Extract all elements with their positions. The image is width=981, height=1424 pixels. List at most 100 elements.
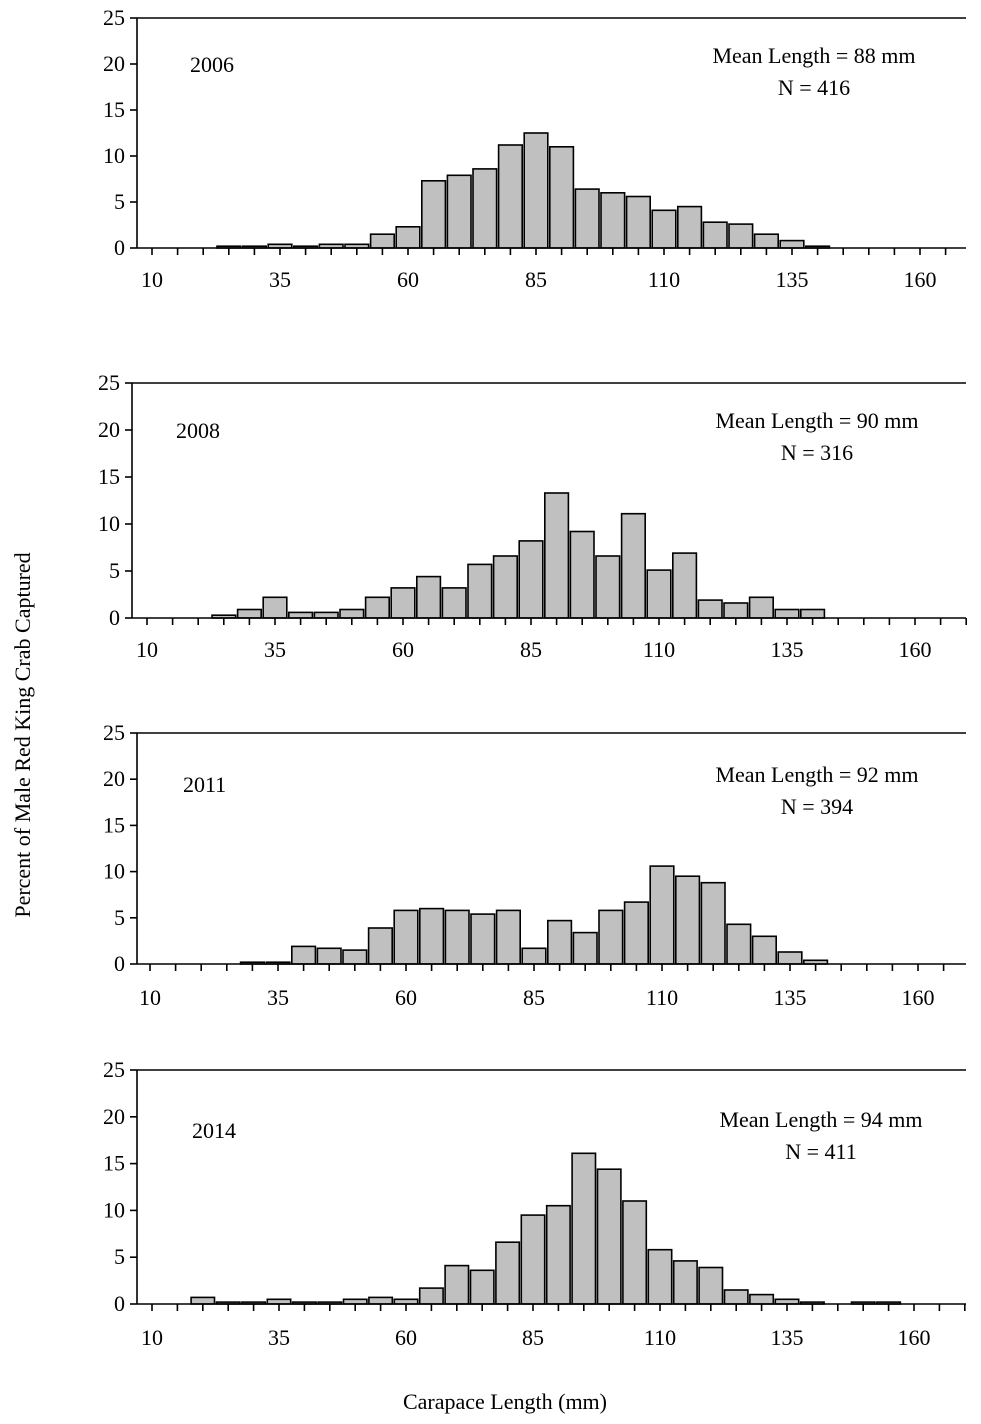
bar	[316, 947, 342, 965]
mean-length-label: Mean Length = 92 mm	[715, 762, 918, 787]
bar	[777, 951, 803, 965]
bar	[649, 865, 675, 965]
x-tick-label: 85	[523, 985, 545, 1010]
y-tick-label: 15	[103, 812, 125, 837]
bar	[545, 1204, 571, 1305]
bar	[495, 909, 522, 965]
panel-2008: 0 5 10 15 20 25 10 35 60 85 110 135 160 2008 Mean Leng…	[98, 370, 968, 662]
bar	[444, 1264, 470, 1305]
bar	[313, 611, 339, 619]
panel-2011: 0 5 10 15 20 25 10 35 60 85 110 135 160 2011 Mean Leng…	[103, 720, 966, 1010]
bar	[523, 132, 549, 249]
y-tick-label: 20	[103, 51, 125, 76]
bar	[444, 909, 470, 965]
bar	[467, 563, 493, 619]
bar	[441, 587, 467, 619]
bar	[418, 1287, 444, 1305]
bar	[342, 949, 368, 965]
bar	[702, 221, 728, 249]
bar	[700, 881, 726, 965]
bar	[395, 226, 421, 249]
bar	[676, 205, 703, 249]
bar	[779, 239, 805, 249]
y-tick-label: 0	[109, 605, 120, 630]
mean-length-label: Mean Length = 94 mm	[719, 1107, 922, 1132]
bar	[647, 1248, 673, 1305]
bar	[469, 1269, 495, 1305]
bar	[339, 608, 365, 619]
bar	[625, 195, 651, 249]
y-tick-label: 20	[98, 417, 120, 442]
bar	[749, 1293, 775, 1305]
bar	[753, 233, 779, 249]
x-tick-label: 35	[268, 1325, 290, 1350]
bar	[646, 569, 672, 619]
x-tick-label: 160	[902, 985, 935, 1010]
x-tick-label: 160	[899, 637, 932, 662]
bar	[571, 1152, 597, 1305]
mean-length-label: Mean Length = 90 mm	[715, 408, 918, 433]
bar	[236, 608, 263, 619]
bar	[672, 1260, 698, 1305]
bar	[521, 947, 547, 965]
year-label: 2008	[176, 418, 220, 443]
x-tick-label: 60	[395, 985, 417, 1010]
bar	[470, 913, 496, 965]
x-tick-label: 110	[646, 985, 678, 1010]
y-tick-label: 10	[103, 1197, 125, 1222]
bar	[290, 945, 317, 965]
bar	[495, 1241, 521, 1305]
y-tick-label: 0	[114, 1291, 125, 1316]
bar	[697, 599, 723, 619]
bar	[774, 608, 800, 619]
panel-2014: 0 5 10 15 20 25 10 35 60 85 110 135 160 2014 Mean Leng…	[103, 1057, 966, 1350]
x-tick-label: 135	[771, 1325, 804, 1350]
x-tick-label: 85	[520, 637, 542, 662]
bar	[622, 1200, 648, 1305]
x-tick-label: 110	[648, 267, 680, 292]
y-tick-label: 20	[103, 1104, 125, 1129]
y-tick-label: 10	[98, 511, 120, 536]
bar	[367, 927, 394, 965]
bar	[698, 1266, 724, 1305]
bar	[569, 530, 595, 619]
x-tick-label: 60	[392, 637, 414, 662]
y-tick-label: 10	[103, 859, 125, 884]
bar	[723, 602, 749, 619]
y-tick-label: 15	[103, 97, 125, 122]
y-tick-label: 0	[114, 951, 125, 976]
bar	[446, 174, 472, 249]
x-tick-label: 35	[264, 637, 286, 662]
y-axis-label: Percent of Male Red King Crab Captured	[10, 552, 35, 917]
bar	[415, 575, 442, 619]
sample-size-label: N = 416	[778, 75, 850, 100]
bar	[726, 923, 752, 965]
y-tick-label: 15	[103, 1151, 125, 1176]
x-tick-label: 10	[136, 637, 158, 662]
sample-size-label: N = 394	[781, 794, 853, 819]
bar	[728, 223, 754, 249]
x-tick-label: 10	[141, 1325, 163, 1350]
y-tick-label: 15	[98, 464, 120, 489]
bar	[674, 875, 701, 965]
x-tick-label: 135	[776, 267, 809, 292]
bar	[368, 1296, 394, 1305]
x-axis-label: Carapace Length (mm)	[403, 1389, 607, 1414]
bar	[190, 1296, 216, 1305]
bar	[620, 512, 646, 619]
sample-size-label: N = 411	[785, 1139, 856, 1164]
x-tick-label: 10	[139, 985, 161, 1010]
bar	[287, 611, 314, 619]
y-tick-label: 5	[114, 905, 125, 930]
bar	[623, 901, 649, 965]
bar	[671, 552, 698, 619]
bar	[596, 1168, 622, 1305]
x-tick-label: 160	[904, 267, 937, 292]
x-tick-label: 85	[525, 267, 547, 292]
bar	[262, 596, 288, 619]
bar	[748, 596, 774, 619]
y-tick-label: 5	[109, 558, 120, 583]
y-tick-label: 5	[114, 189, 125, 214]
x-tick-label: 60	[397, 267, 419, 292]
